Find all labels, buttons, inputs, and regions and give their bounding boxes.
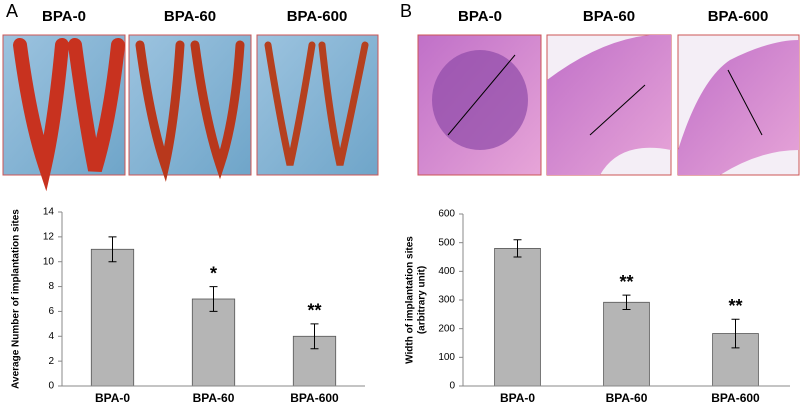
- photo-content: [547, 35, 671, 175]
- bar: [494, 247, 541, 387]
- y-axis-label: Average Number of implantation sites: [11, 209, 22, 389]
- x-tick-label: BPA-0: [500, 391, 535, 405]
- bar: [603, 301, 650, 387]
- image-label: BPA-600: [287, 8, 348, 25]
- y-tick-label: 10: [43, 256, 55, 267]
- y-tick-label: 400: [438, 266, 455, 277]
- x-tick-label: BPA-60: [193, 391, 235, 405]
- bar: [191, 298, 236, 387]
- bar: [90, 248, 135, 387]
- photo-content: [727, 69, 763, 136]
- photos-a: [2, 34, 379, 192]
- y-tick-label: 2: [48, 356, 54, 367]
- significance: **: [307, 301, 321, 321]
- photos-b: [417, 34, 800, 176]
- significance: *: [210, 263, 217, 283]
- y-tick-label: 200: [438, 323, 455, 334]
- error-bar: [108, 236, 117, 263]
- x-tick-label: BPA-600: [290, 391, 339, 405]
- x-tick-label: BPA-0: [95, 391, 130, 405]
- significance: **: [728, 296, 742, 316]
- photo-content: [264, 41, 369, 166]
- photo-content: [589, 84, 646, 136]
- significance: **: [619, 272, 633, 292]
- photo-content: [135, 40, 245, 182]
- error-bar: [310, 323, 319, 350]
- error-bar: [622, 294, 631, 310]
- y-tick-label: 100: [438, 352, 455, 363]
- image-label: BPA-600: [708, 8, 769, 25]
- y-tick-label: 600: [438, 209, 455, 220]
- x-tick-label: BPA-600: [711, 391, 760, 405]
- image-label: BPA-0: [42, 8, 86, 25]
- error-bar: [513, 239, 522, 258]
- photo-content: [432, 50, 528, 150]
- y-tick-label: 0: [48, 381, 54, 392]
- y-tick-label: 6: [48, 306, 54, 317]
- y-tick-label: 4: [48, 331, 54, 342]
- error-bar: [731, 318, 740, 349]
- y-tick-label: 12: [43, 231, 55, 242]
- y-tick-label: 300: [438, 295, 455, 306]
- y-tick-label: 500: [438, 237, 455, 248]
- panel-label: B: [400, 1, 412, 21]
- x-tick-label: BPA-60: [606, 391, 648, 405]
- panel-label: A: [6, 1, 18, 21]
- y-tick-label: 0: [449, 381, 455, 392]
- image-label: BPA-60: [583, 8, 635, 25]
- photo-content: [447, 54, 516, 136]
- error-bar: [209, 286, 218, 312]
- photo-content: [678, 40, 799, 175]
- y-tick-label: 14: [43, 207, 55, 218]
- photo-content: [13, 38, 125, 192]
- image-label: BPA-0: [458, 8, 502, 25]
- y-tick-label: 8: [48, 281, 54, 292]
- y-axis-label: (arbitrary unit): [417, 266, 428, 334]
- image-label: BPA-60: [164, 8, 216, 25]
- y-axis-label: Width of implantation sites: [405, 236, 416, 364]
